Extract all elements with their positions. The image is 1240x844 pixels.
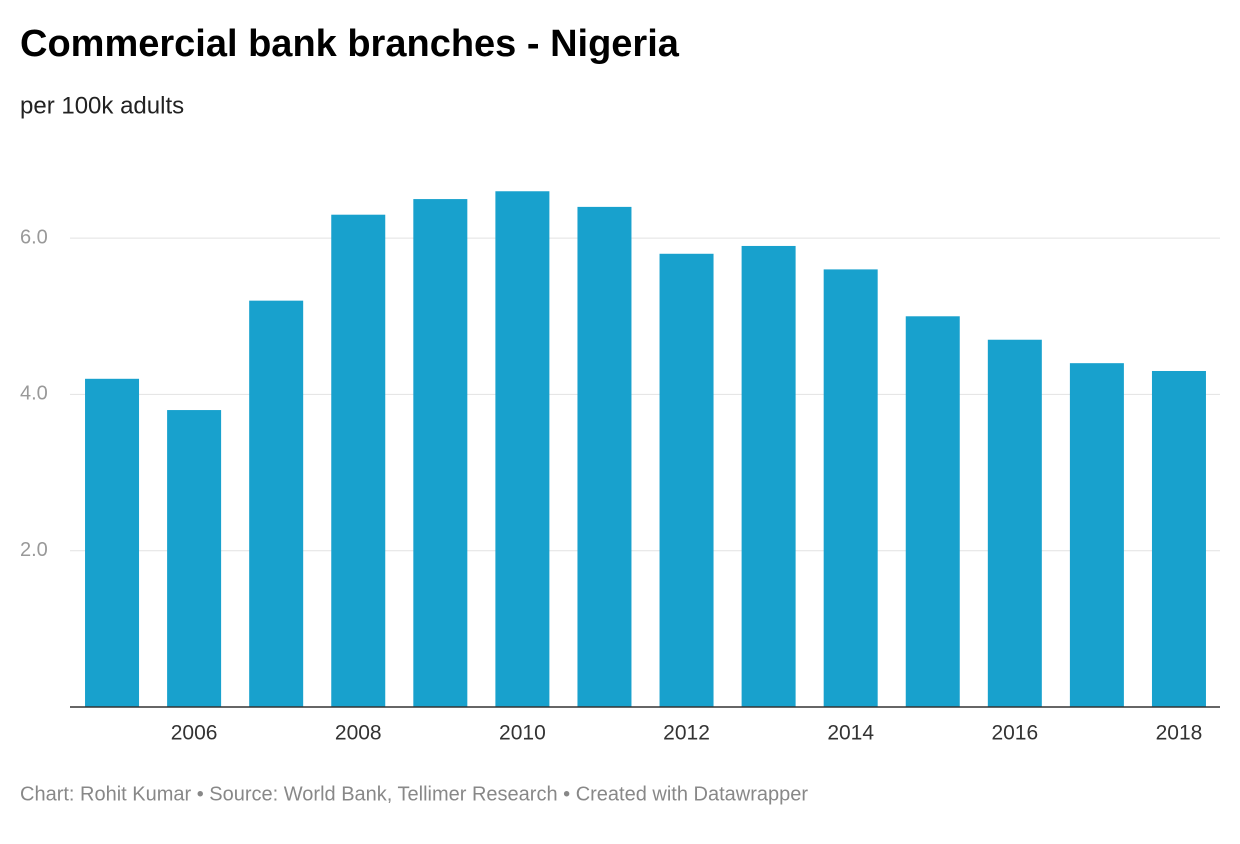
bar: [987, 339, 1042, 707]
chart-title: Commercial bank branches - Nigeria: [20, 23, 680, 65]
bar: [1069, 363, 1124, 707]
x-tick-label: 2006: [171, 722, 218, 745]
bar: [905, 316, 960, 707]
footer: Chart: Rohit Kumar • Source: World Bank,…: [20, 783, 808, 805]
x-tick-label: 2014: [827, 722, 874, 745]
x-tick-label: 2018: [1156, 722, 1203, 745]
bar: [577, 206, 632, 707]
x-tick-label: 2012: [663, 722, 710, 745]
bar: [167, 410, 222, 707]
bar: [85, 378, 140, 707]
x-tick-label: 2010: [499, 722, 546, 745]
bar: [331, 214, 386, 707]
y-tick-label: 2.0: [20, 539, 48, 561]
bar: [659, 253, 714, 707]
y-tick-label: 6.0: [20, 226, 48, 248]
bar: [495, 191, 550, 707]
y-tick-label: 4.0: [20, 383, 48, 405]
x-tick-label: 2016: [991, 722, 1038, 745]
bar: [413, 199, 468, 708]
bar: [823, 269, 878, 707]
bar: [741, 245, 796, 707]
bar: [249, 300, 304, 707]
x-tick-label: 2008: [335, 722, 382, 745]
bar: [1151, 370, 1206, 707]
chart-subtitle: per 100k adults: [20, 92, 184, 119]
